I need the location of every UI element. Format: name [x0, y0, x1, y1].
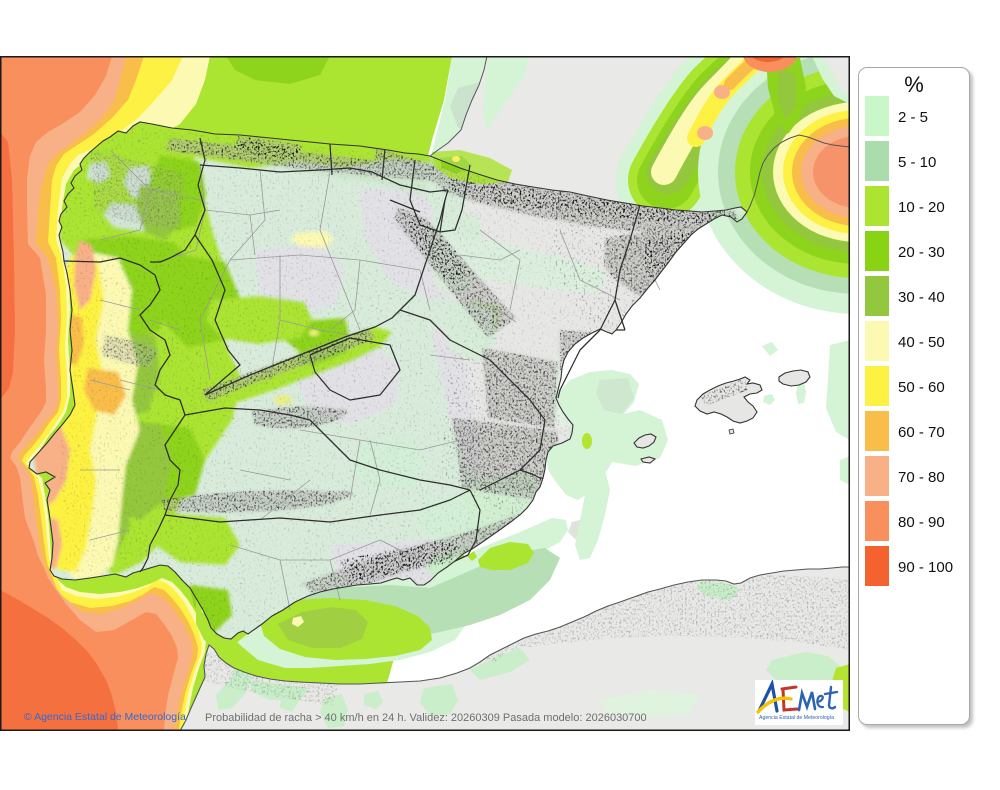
svg-text:Agencia Estatal de Meteorologí: Agencia Estatal de Meteorología — [759, 715, 834, 721]
